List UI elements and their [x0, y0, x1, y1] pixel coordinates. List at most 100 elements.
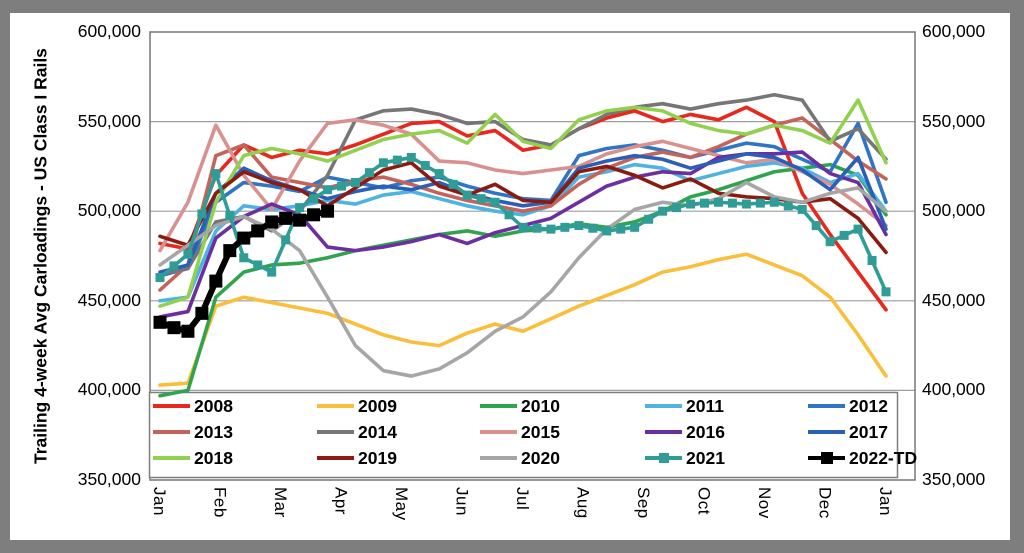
series-marker-2021 [337, 181, 346, 191]
y-tick-label-right-600,000: 600,000 [922, 21, 986, 41]
series-marker-2021 [476, 194, 486, 204]
y-tick-label-left-600,000: 600,000 [77, 21, 141, 41]
legend-item-2008: 2008 [153, 393, 233, 419]
x-tick-label-4-May: May [392, 487, 411, 521]
series-line-2008 [158, 105, 888, 312]
series-marker-2021 [700, 198, 709, 208]
legend-item-2021: 2021 [645, 445, 725, 471]
x-tick-label-0-Jan: Jan [150, 487, 169, 516]
series-marker-2021 [546, 224, 556, 234]
legend-item-2022-TD: 2022-TD [808, 445, 917, 471]
legend-swatch-2020 [480, 455, 517, 461]
legend-item-2014: 2014 [317, 419, 397, 445]
series-marker-2021 [839, 230, 849, 240]
y-tick-label-right-500,000: 500,000 [922, 200, 986, 221]
series-marker-2021 [602, 226, 612, 236]
series-marker-2021 [225, 211, 235, 221]
x-tick-label-10-Nov: Nov [755, 487, 774, 519]
legend-swatch-2013 [153, 429, 190, 435]
series-marker-2021 [630, 222, 640, 232]
x-tick-label-6-Jul: Jul [513, 487, 532, 511]
x-tick-label-3-Apr: Apr [331, 487, 351, 515]
legend-swatch-2015 [480, 429, 517, 435]
legend-label-2014: 2014 [358, 421, 397, 442]
series-marker-2021 [644, 214, 654, 224]
series-marker-2021 [211, 169, 221, 179]
series-marker-2022-TD [279, 211, 293, 225]
y-tick-label-left-400,000: 400,000 [77, 379, 141, 400]
legend-label-2019: 2019 [358, 447, 397, 468]
x-tick-label-2-Mar: Mar [271, 487, 290, 518]
series-marker-2021 [658, 206, 668, 216]
legend-marker-2022-TD [820, 452, 833, 464]
y-tick-label-right-550,000: 550,000 [922, 110, 986, 131]
series-marker-2022-TD [209, 274, 223, 288]
series-marker-2021 [462, 190, 472, 200]
y-tick-label-left-450,000: 450,000 [77, 289, 141, 310]
series-marker-2021 [797, 204, 807, 214]
series-marker-2022-TD [237, 231, 251, 245]
plot-border [149, 31, 916, 481]
legend-item-2013: 2013 [153, 419, 233, 445]
series-marker-2021 [197, 209, 207, 219]
chart-legend: 2008 2009 2010 2011 2012 2013 2014 2015 2016 2017… [149, 392, 917, 477]
series-line-2020 [158, 180, 888, 378]
legend-swatch-2022-TD [808, 452, 845, 464]
legend-item-2018: 2018 [153, 445, 233, 471]
legend-swatch-2018 [153, 455, 190, 461]
legend-swatch-2010 [480, 403, 517, 409]
series-marker-2021 [323, 185, 333, 195]
legend-swatch-2008 [153, 403, 190, 409]
series-marker-2022-TD [307, 208, 321, 222]
series-marker-2021 [504, 210, 514, 220]
series-marker-2021 [434, 169, 444, 179]
series-marker-2021 [155, 273, 165, 283]
series-marker-2021 [448, 179, 458, 189]
series-marker-2022-TD [321, 204, 335, 218]
series-marker-2021 [267, 267, 277, 277]
series-marker-2021 [253, 260, 263, 270]
series-line-2018 [158, 98, 888, 308]
legend-label-2008: 2008 [194, 395, 233, 416]
series-marker-2021 [281, 235, 291, 245]
legend-item-2020: 2020 [480, 445, 560, 471]
series-marker-2021 [769, 197, 779, 207]
legend-item-2010: 2010 [480, 393, 560, 419]
series-marker-2021 [727, 198, 737, 208]
series-marker-2021 [490, 197, 500, 207]
series-marker-2021 [378, 158, 388, 168]
series-marker-2022-TD [181, 324, 195, 338]
series-marker-2022-TD [265, 215, 279, 229]
legend-swatch-2012 [808, 403, 845, 409]
y-tick-label-right-450,000: 450,000 [922, 289, 986, 310]
series-marker-2021 [350, 178, 360, 188]
series-line-2019 [158, 161, 888, 255]
legend-label-2015: 2015 [521, 421, 560, 442]
legend-item-2011: 2011 [645, 393, 724, 419]
series-marker-2021 [672, 203, 682, 213]
legend-swatch-2016 [645, 429, 682, 435]
series-marker-2021 [783, 201, 793, 211]
legend-label-2009: 2009 [358, 395, 397, 416]
x-tick-label-1-Feb: Feb [210, 487, 230, 518]
series-marker-2021 [169, 261, 179, 271]
series-marker-2021 [853, 224, 863, 234]
series-marker-2021 [574, 221, 584, 231]
series-marker-2021 [811, 221, 821, 231]
y-tick-label-right-400,000: 400,000 [922, 379, 986, 400]
y-tick-label-left-550,000: 550,000 [77, 110, 141, 131]
series-marker-2021 [183, 249, 193, 259]
series-line-2016 [158, 150, 888, 319]
y-axis-title: Trailing 4-week Avg Carloadings - US Cla… [30, 48, 51, 464]
series-marker-2021 [755, 198, 765, 208]
y-tick-label-right-350,000: 350,000 [922, 469, 986, 489]
series-marker-2021 [406, 152, 416, 162]
legend-label-2016: 2016 [686, 421, 725, 442]
legend-item-2019: 2019 [317, 445, 397, 471]
legend-label-2020: 2020 [521, 447, 560, 468]
legend-label-2017: 2017 [849, 421, 888, 442]
series-marker-2022-TD [167, 321, 181, 335]
legend-item-2017: 2017 [808, 419, 888, 445]
x-tick-label-5-Jun: Jun [452, 487, 472, 516]
